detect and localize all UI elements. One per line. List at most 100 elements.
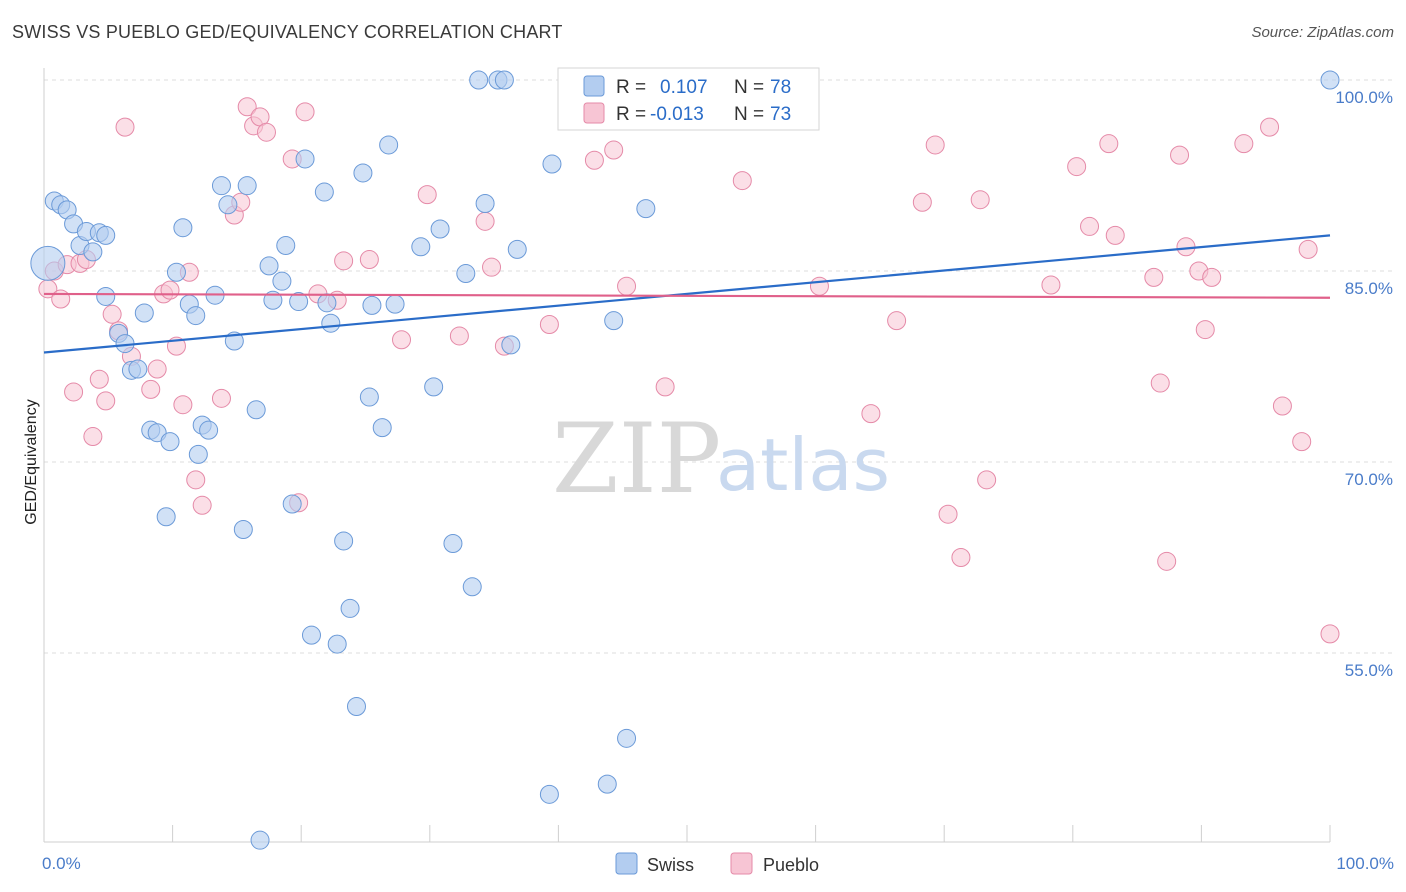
pueblo-point-14 (141, 379, 161, 399)
swiss-n-label: N = (734, 77, 764, 98)
pueblo-point-37 (392, 330, 412, 350)
pueblo-point-9 (96, 391, 116, 411)
pueblo-point-71 (1260, 117, 1280, 137)
swiss-point-66 (539, 784, 559, 804)
pueblo-point-17 (160, 280, 180, 300)
pueblo-point-15 (147, 359, 167, 379)
pueblo-point-44 (584, 150, 604, 170)
pueblo-point-23 (211, 388, 231, 408)
swiss-point-7 (83, 242, 103, 262)
swiss-points (30, 70, 1340, 850)
swiss-point-45 (334, 531, 354, 551)
series-legend: Swiss Pueblo (615, 852, 819, 875)
swiss-point-40 (295, 149, 315, 169)
swiss-r-label: R = (616, 77, 646, 98)
pueblo-point-46 (617, 276, 637, 296)
y-tick-label-2: 70.0% (1345, 470, 1393, 489)
swiss-point-72 (636, 199, 656, 219)
pueblo-point-50 (861, 404, 881, 424)
pueblo-point-74 (1298, 239, 1318, 259)
swiss-point-63 (494, 70, 514, 90)
pueblo-n-value: 73 (770, 104, 791, 125)
swiss-point-32 (246, 400, 266, 420)
swiss-point-59 (462, 577, 482, 597)
pueblo-point-55 (951, 548, 971, 567)
swiss-point-33 (250, 830, 270, 850)
swiss-point-27 (211, 176, 231, 196)
pueblo-point-62 (1105, 225, 1125, 245)
swiss-point-48 (353, 163, 373, 183)
swiss-point-25 (199, 420, 219, 440)
swiss-point-23 (186, 306, 206, 326)
swiss-point-58 (456, 264, 476, 284)
swiss-point-0 (30, 245, 66, 281)
pueblo-r-label: R = (616, 104, 646, 125)
pueblo-point-36 (359, 250, 379, 270)
pueblo-legend-swatch (583, 102, 605, 124)
pueblo-point-63 (1144, 267, 1164, 287)
pueblo-point-41 (482, 257, 502, 277)
pueblo-point-43 (539, 314, 559, 334)
pueblo-point-69 (1202, 267, 1222, 287)
swiss-point-50 (362, 295, 382, 315)
source-label: Source: ZipAtlas.com (1251, 24, 1394, 41)
stats-legend: R = 0.107 N = 78 R = -0.013 N = 73 (557, 67, 820, 131)
y-axis-label: GED/Equivalency (23, 399, 40, 524)
swiss-point-60 (469, 70, 489, 90)
swiss-point-31 (237, 176, 257, 196)
pueblo-point-45 (604, 140, 624, 160)
pueblo-point-73 (1292, 432, 1312, 452)
swiss-point-15 (134, 303, 154, 323)
swiss-r-value: 0.107 (660, 77, 708, 98)
pueblo-point-49 (809, 276, 829, 296)
pueblo-point-35 (334, 251, 354, 271)
pueblo-point-72 (1272, 396, 1292, 416)
pueblo-bottom-label: Pueblo (763, 855, 819, 875)
pueblo-bottom-swatch (730, 852, 753, 875)
pueblo-point-52 (912, 192, 932, 212)
pueblo-point-75 (1320, 624, 1340, 644)
swiss-point-14 (128, 359, 148, 379)
watermark-atlas: atlas (716, 423, 890, 507)
trend-lines (43, 234, 1331, 354)
pueblo-point-22 (192, 495, 212, 515)
swiss-point-67 (542, 154, 562, 174)
swiss-point-42 (314, 182, 334, 202)
swiss-point-37 (282, 494, 302, 514)
swiss-point-47 (346, 696, 366, 716)
x-tick-label-1: 100.0% (1336, 854, 1394, 873)
swiss-point-39 (289, 292, 309, 312)
pueblo-point-53 (925, 135, 945, 155)
pueblo-point-4 (64, 382, 84, 402)
swiss-point-44 (327, 634, 347, 654)
pueblo-point-38 (417, 185, 437, 205)
swiss-point-34 (259, 256, 279, 276)
y-tick-label-0: 100.0% (1335, 88, 1393, 107)
swiss-point-43 (321, 313, 341, 333)
pueblo-point-40 (475, 211, 495, 231)
watermark: ZIP atlas (552, 403, 890, 515)
swiss-point-35 (272, 271, 292, 291)
x-tick-label-0: 0.0% (42, 854, 81, 873)
pueblo-trend-line (43, 292, 1331, 299)
pueblo-point-32 (295, 102, 315, 122)
swiss-point-64 (501, 335, 521, 355)
pueblo-n-label: N = (734, 104, 764, 125)
swiss-point-46 (340, 598, 360, 618)
swiss-n-value: 78 (770, 77, 791, 98)
pueblo-point-66 (1170, 145, 1190, 165)
swiss-point-55 (424, 377, 444, 397)
x-tick-labels: 0.0% 100.0% (42, 854, 1394, 873)
swiss-point-21 (173, 218, 193, 238)
chart-title: SWISS VS PUEBLO GED/EQUIVALENCY CORRELAT… (12, 22, 563, 42)
swiss-point-9 (96, 225, 116, 245)
pueblo-point-47 (655, 377, 675, 397)
pueblo-point-65 (1157, 551, 1177, 571)
gridlines (44, 79, 1392, 654)
swiss-point-28 (218, 195, 238, 215)
pueblo-point-12 (115, 117, 135, 137)
pueblo-point-60 (1080, 216, 1100, 236)
swiss-point-52 (379, 135, 399, 155)
pueblo-point-2 (51, 289, 71, 309)
swiss-point-10 (96, 286, 116, 306)
